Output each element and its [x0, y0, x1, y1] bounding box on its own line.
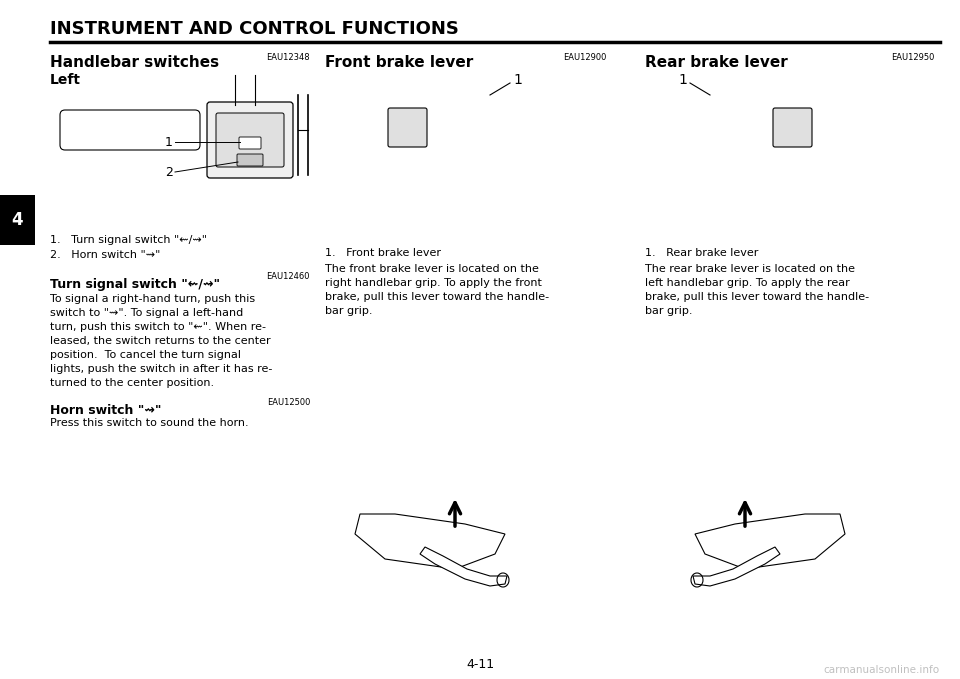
Text: 1: 1	[165, 136, 173, 149]
Text: 2.   Horn switch "⇝": 2. Horn switch "⇝"	[50, 250, 160, 260]
Text: bar grip.: bar grip.	[645, 306, 692, 316]
Text: Left: Left	[50, 73, 81, 87]
Text: EAU12900: EAU12900	[564, 53, 607, 62]
Polygon shape	[693, 547, 780, 586]
Text: leased, the switch returns to the center: leased, the switch returns to the center	[50, 336, 271, 346]
FancyBboxPatch shape	[237, 154, 263, 166]
Text: EAU12500: EAU12500	[267, 398, 310, 407]
FancyBboxPatch shape	[60, 110, 200, 150]
Polygon shape	[420, 547, 507, 586]
Text: EAU12460: EAU12460	[267, 272, 310, 281]
Text: position.  To cancel the turn signal: position. To cancel the turn signal	[50, 350, 241, 360]
Text: brake, pull this lever toward the handle-: brake, pull this lever toward the handle…	[645, 292, 869, 302]
Polygon shape	[695, 514, 845, 569]
Text: turn, push this switch to "⇜". When re-: turn, push this switch to "⇜". When re-	[50, 322, 266, 332]
FancyBboxPatch shape	[388, 108, 427, 147]
Text: Front brake lever: Front brake lever	[325, 55, 473, 70]
Text: bar grip.: bar grip.	[325, 306, 372, 316]
Text: brake, pull this lever toward the handle-: brake, pull this lever toward the handle…	[325, 292, 549, 302]
Text: Turn signal switch "⇜/⇝": Turn signal switch "⇜/⇝"	[50, 278, 220, 291]
Text: 2: 2	[165, 166, 173, 179]
Text: switch to "⇝". To signal a left-hand: switch to "⇝". To signal a left-hand	[50, 308, 243, 318]
Text: 1.   Turn signal switch "⇜/⇝": 1. Turn signal switch "⇜/⇝"	[50, 235, 207, 245]
Text: 1.   Front brake lever: 1. Front brake lever	[325, 248, 441, 258]
Text: INSTRUMENT AND CONTROL FUNCTIONS: INSTRUMENT AND CONTROL FUNCTIONS	[50, 20, 459, 38]
Text: The front brake lever is located on the: The front brake lever is located on the	[325, 264, 539, 274]
FancyBboxPatch shape	[216, 113, 284, 167]
Polygon shape	[355, 514, 505, 569]
Text: turned to the center position.: turned to the center position.	[50, 378, 214, 388]
Text: 4: 4	[12, 211, 23, 229]
Text: Handlebar switches: Handlebar switches	[50, 55, 219, 70]
Bar	[0, 195, 35, 245]
Text: To signal a right-hand turn, push this: To signal a right-hand turn, push this	[50, 294, 255, 304]
Text: 1.   Rear brake lever: 1. Rear brake lever	[645, 248, 758, 258]
Text: The rear brake lever is located on the: The rear brake lever is located on the	[645, 264, 855, 274]
Text: carmanualsonline.info: carmanualsonline.info	[824, 665, 940, 675]
Text: EAU12950: EAU12950	[892, 53, 935, 62]
Text: right handlebar grip. To apply the front: right handlebar grip. To apply the front	[325, 278, 541, 288]
FancyBboxPatch shape	[239, 137, 261, 149]
FancyBboxPatch shape	[207, 102, 293, 178]
FancyBboxPatch shape	[773, 108, 812, 147]
Text: EAU12348: EAU12348	[266, 53, 310, 62]
Text: lights, push the switch in after it has re-: lights, push the switch in after it has …	[50, 364, 273, 374]
Text: Rear brake lever: Rear brake lever	[645, 55, 788, 70]
Text: Horn switch "⇝": Horn switch "⇝"	[50, 404, 161, 417]
Text: left handlebar grip. To apply the rear: left handlebar grip. To apply the rear	[645, 278, 850, 288]
Text: 1: 1	[513, 73, 522, 87]
Text: 1: 1	[678, 73, 687, 87]
Text: Press this switch to sound the horn.: Press this switch to sound the horn.	[50, 418, 249, 428]
Text: 4-11: 4-11	[466, 658, 494, 671]
